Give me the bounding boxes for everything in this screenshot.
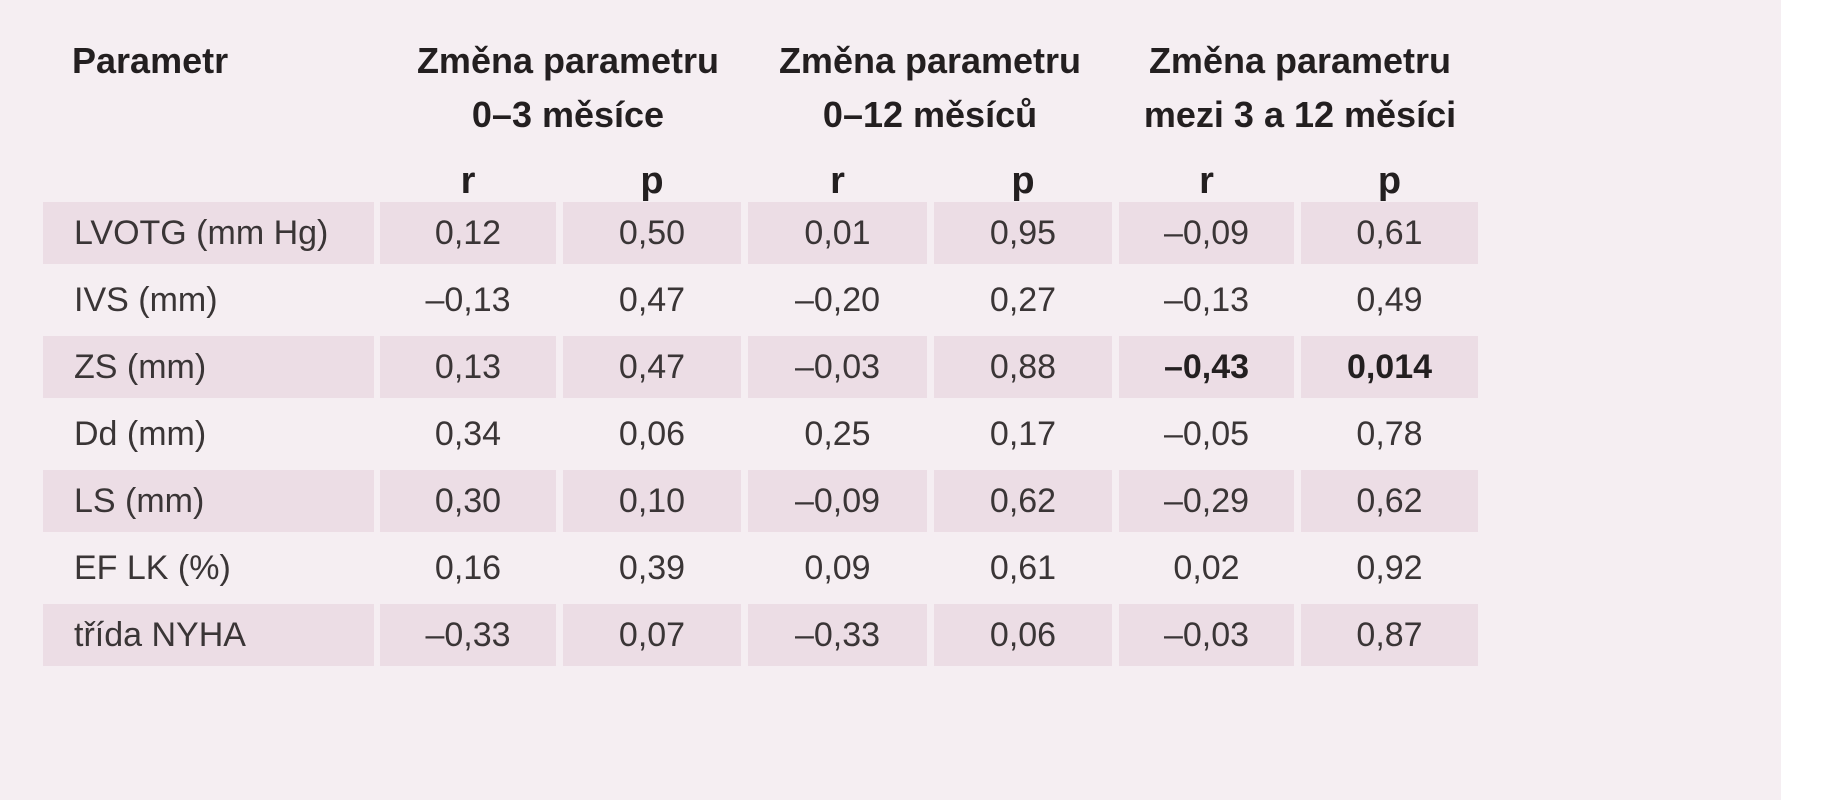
table-cell: 0,61 bbox=[1301, 202, 1478, 264]
table-cell: 0,06 bbox=[934, 604, 1112, 666]
header-group-line2: 0–12 měsíců bbox=[822, 94, 1038, 135]
table-cell: 0,47 bbox=[563, 336, 741, 398]
subheader-r: r bbox=[1199, 160, 1214, 202]
table-cell: –0,03 bbox=[748, 336, 927, 398]
row-label: LVOTG (mm Hg) bbox=[43, 202, 374, 264]
table-cell: 0,87 bbox=[1301, 604, 1478, 666]
table-cell: –0,20 bbox=[794, 281, 881, 319]
table-cell: 0,78 bbox=[1356, 415, 1423, 453]
table-cell: 0,13 bbox=[380, 336, 556, 398]
table-cell: 0,50 bbox=[563, 202, 741, 264]
header-group-line1: Změna parametru bbox=[416, 40, 720, 81]
row-label: ZS (mm) bbox=[43, 336, 374, 398]
table-cell: 0,39 bbox=[618, 549, 686, 587]
row-label: třída NYHA bbox=[43, 604, 374, 666]
table-cell: 0,30 bbox=[380, 470, 556, 532]
subheader-p: p bbox=[640, 160, 664, 202]
table-cell: 0,27 bbox=[989, 281, 1057, 319]
table-cell: 0,09 bbox=[804, 549, 871, 587]
row-label: Dd (mm) bbox=[74, 415, 207, 453]
table-cell: 0,62 bbox=[934, 470, 1112, 532]
table-cell: 0,92 bbox=[1356, 549, 1423, 587]
table-cell: –0,33 bbox=[380, 604, 556, 666]
table-cell: 0,06 bbox=[618, 415, 686, 453]
header-group-line2: mezi 3 a 12 měsíci bbox=[1143, 94, 1457, 135]
table-cell: –0,43 bbox=[1119, 336, 1294, 398]
subheader-p: p bbox=[1377, 160, 1402, 202]
table-cell: 0,62 bbox=[1301, 470, 1478, 532]
header-parameter: Parametr bbox=[72, 40, 229, 81]
table-cell: –0,33 bbox=[748, 604, 927, 666]
table-cell: 0,34 bbox=[434, 415, 502, 453]
table-cell: 0,01 bbox=[748, 202, 927, 264]
table-cell: 0,49 bbox=[1356, 281, 1423, 319]
subheader-r: r bbox=[830, 160, 845, 202]
table-panel: Parametr Změna parametru 0–3 měsíce Změn… bbox=[0, 0, 1781, 800]
subheader-p: p bbox=[1011, 160, 1035, 202]
table-cell: 0,61 bbox=[989, 549, 1057, 587]
table-cell: 0,95 bbox=[934, 202, 1112, 264]
header-group-line1: Změna parametru bbox=[778, 40, 1082, 81]
header-group-3-12-months: Změna parametru mezi 3 a 12 měsíci bbox=[1110, 34, 1490, 142]
table-cell: 0,47 bbox=[618, 281, 686, 319]
table-cell: –0,29 bbox=[1119, 470, 1294, 532]
table-cell: 0,17 bbox=[989, 415, 1057, 453]
table-cell: 0,10 bbox=[563, 470, 741, 532]
table-cell: –0,05 bbox=[1163, 415, 1250, 453]
table-cell: 0,07 bbox=[563, 604, 741, 666]
row-label: EF LK (%) bbox=[74, 549, 231, 587]
table-cell: 0,12 bbox=[380, 202, 556, 264]
table-cell: –0,09 bbox=[748, 470, 927, 532]
table-cell: 0,88 bbox=[934, 336, 1112, 398]
header-group-0-12-months: Změna parametru 0–12 měsíců bbox=[740, 34, 1120, 142]
table-cell: 0,25 bbox=[804, 415, 871, 453]
header-group-line1: Změna parametru bbox=[1148, 40, 1452, 81]
header-group-line2: 0–3 měsíce bbox=[471, 94, 665, 135]
header-group-0-3-months: Změna parametru 0–3 měsíce bbox=[378, 34, 758, 142]
row-label: LS (mm) bbox=[43, 470, 374, 532]
table-cell: 0,16 bbox=[434, 549, 502, 587]
subheader-r: r bbox=[460, 160, 476, 202]
row-label: IVS (mm) bbox=[74, 281, 218, 319]
table-cell: –0,09 bbox=[1119, 202, 1294, 264]
table-cell: –0,03 bbox=[1119, 604, 1294, 666]
table-cell: 0,02 bbox=[1173, 549, 1240, 587]
table-cell: –0,13 bbox=[1163, 281, 1250, 319]
table-cell: –0,13 bbox=[425, 281, 511, 319]
table-cell: 0,014 bbox=[1301, 336, 1478, 398]
